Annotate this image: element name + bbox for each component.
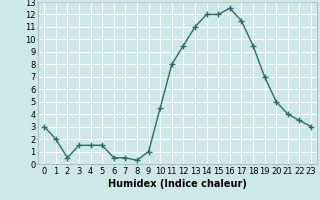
X-axis label: Humidex (Indice chaleur): Humidex (Indice chaleur) — [108, 179, 247, 189]
